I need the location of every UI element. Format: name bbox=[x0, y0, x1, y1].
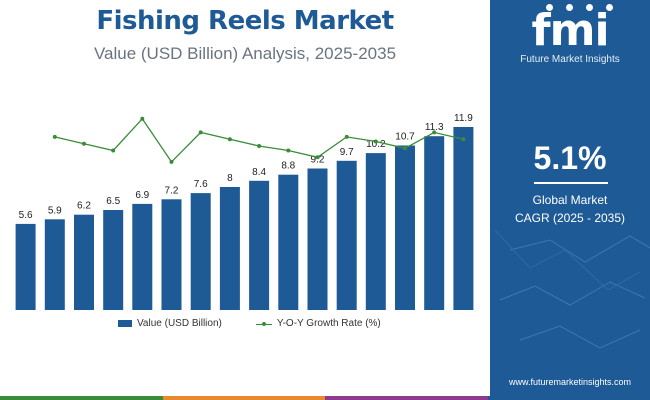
legend-line-swatch bbox=[255, 320, 272, 328]
growth-point bbox=[373, 139, 378, 144]
logo-mark: fmi bbox=[531, 5, 609, 56]
stripe-blue bbox=[487, 396, 650, 400]
growth-point bbox=[140, 116, 145, 121]
bar bbox=[424, 136, 445, 310]
bar bbox=[103, 210, 124, 310]
bar-value-label: 9.2 bbox=[311, 155, 325, 166]
legend-bar-swatch bbox=[118, 320, 132, 327]
legend-item-value: Value (USD Billion) bbox=[118, 318, 222, 329]
bar bbox=[219, 187, 240, 310]
bar-value-label: 10.7 bbox=[395, 132, 415, 143]
cagr-label: Global Market CAGR (2025 - 2035) bbox=[490, 191, 650, 227]
chart-subtitle: Value (USD Billion) Analysis, 2025-2035 bbox=[93, 44, 397, 63]
bar-value-label: 11.9 bbox=[454, 113, 473, 124]
bar-value-label: 7.6 bbox=[194, 179, 208, 190]
bar-value-label: 8.8 bbox=[281, 161, 295, 172]
bar bbox=[190, 193, 211, 310]
chart-area: Fishing Reels Market Value (USD Billion)… bbox=[15, 6, 474, 329]
brand-name: Future Market Insights bbox=[520, 54, 620, 65]
bar bbox=[453, 127, 474, 310]
growth-point bbox=[315, 155, 320, 160]
bar bbox=[44, 219, 65, 310]
stripe-green bbox=[0, 396, 163, 400]
cagr-label-line2: CAGR (2025 - 2035) bbox=[514, 211, 626, 225]
bar bbox=[336, 160, 357, 310]
logo-dot-icon bbox=[566, 4, 573, 11]
legend-bar-label: Value (USD Billion) bbox=[137, 318, 222, 329]
growth-point bbox=[461, 137, 466, 142]
logo-dot-icon bbox=[606, 4, 613, 11]
bar-value-label: 6.5 bbox=[106, 196, 120, 207]
website-link[interactable]: www.futuremarketinsights.com bbox=[508, 377, 632, 387]
divider bbox=[534, 182, 608, 184]
logo-dot-icon bbox=[586, 4, 593, 11]
chart-legend: Value (USD Billion) Y-O-Y Growth Rate (%… bbox=[118, 318, 381, 329]
bar bbox=[161, 199, 182, 310]
bar-line-chart: 5.6 5.9 6.2 6.5 6.9 7.2 7.6 8 8.4 8.8 9.2 9.7 10.2 10… bbox=[15, 113, 474, 310]
chart-title: Fishing Reels Market bbox=[96, 6, 394, 36]
bar-value-label: 10.2 bbox=[366, 139, 386, 150]
bar bbox=[307, 168, 328, 310]
bar bbox=[74, 214, 94, 310]
bar bbox=[132, 203, 153, 310]
bar-value-label: 9.7 bbox=[340, 147, 354, 158]
bar-value-label: 5.6 bbox=[19, 210, 33, 221]
growth-point bbox=[111, 148, 116, 153]
legend-line-label: Y-O-Y Growth Rate (%) bbox=[276, 318, 381, 329]
logo-dot-icon bbox=[546, 4, 553, 11]
bar bbox=[278, 174, 299, 310]
bar bbox=[365, 153, 386, 310]
bar-value-label: 6.9 bbox=[135, 190, 149, 201]
bar-value-label: 11.3 bbox=[425, 122, 444, 133]
legend-item-growth: Y-O-Y Growth Rate (%) bbox=[255, 318, 381, 329]
growth-point bbox=[52, 134, 57, 139]
growth-point bbox=[344, 134, 349, 139]
growth-point bbox=[82, 141, 86, 146]
stripe-orange bbox=[162, 396, 325, 400]
bar-value-label: 8 bbox=[227, 173, 233, 184]
growth-point bbox=[432, 130, 437, 135]
growth-point bbox=[169, 159, 174, 164]
bottom-stripe bbox=[0, 396, 650, 400]
bar bbox=[15, 223, 36, 310]
growth-point bbox=[403, 146, 407, 151]
bar-value-label: 7.2 bbox=[165, 185, 179, 196]
bar bbox=[249, 180, 270, 310]
growth-point bbox=[198, 130, 203, 135]
bar-value-label: 6.2 bbox=[77, 201, 91, 212]
growth-point bbox=[257, 144, 262, 148]
stripe-purple bbox=[325, 396, 488, 400]
info-panel: fmi Future Market Insights 5.1% Global M… bbox=[490, 0, 650, 400]
bar-value-label: 8.4 bbox=[252, 167, 266, 178]
growth-point bbox=[286, 148, 291, 153]
panel-texture bbox=[494, 229, 650, 349]
cagr-label-line1: Global Market bbox=[532, 193, 608, 207]
growth-point bbox=[227, 137, 232, 142]
brand-logo: fmi Future Market Insights bbox=[490, 5, 650, 66]
cagr-value: 5.1% bbox=[533, 140, 607, 176]
bar-value-label: 5.9 bbox=[48, 205, 62, 216]
bar bbox=[395, 145, 415, 310]
